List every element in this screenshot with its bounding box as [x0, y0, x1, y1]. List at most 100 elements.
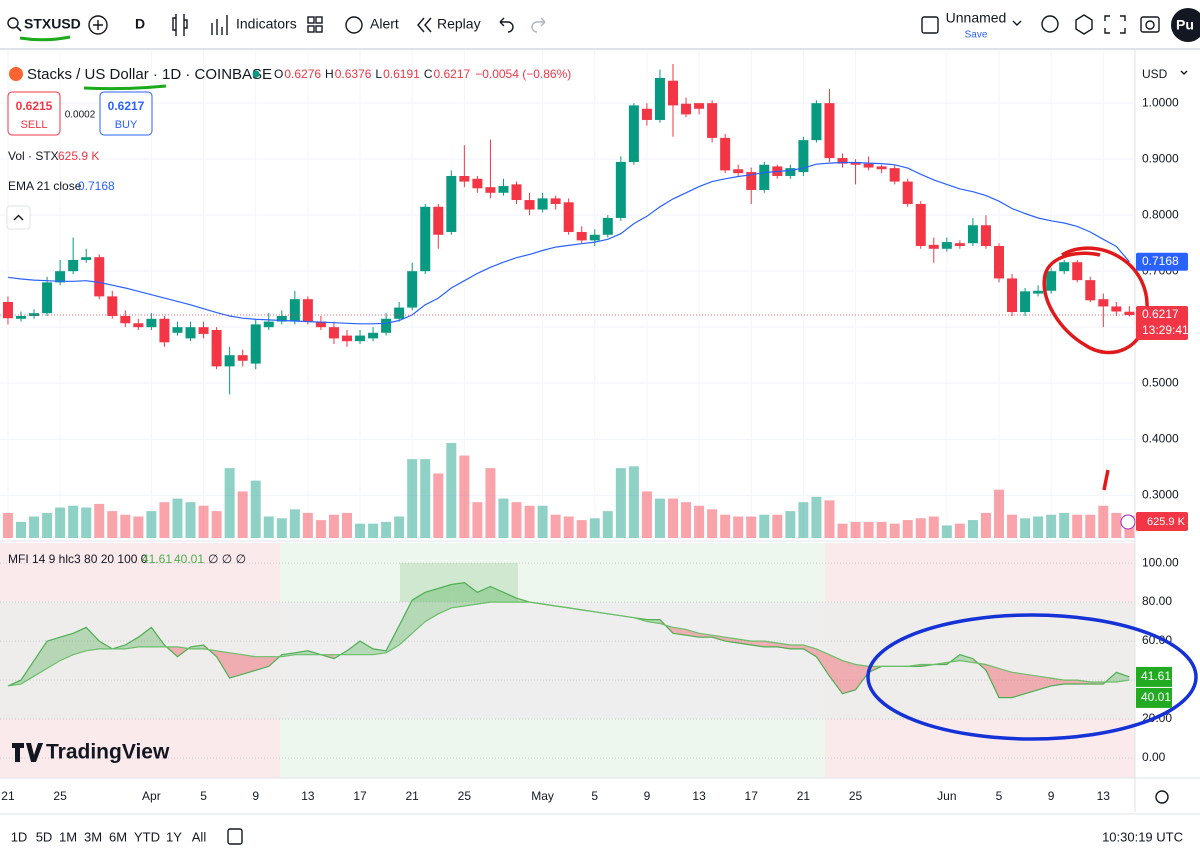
volume-bar: [94, 503, 105, 538]
candle-body: [81, 257, 92, 260]
replay-icon: [417, 17, 432, 33]
currency[interactable]: USD: [1142, 67, 1168, 81]
range-button[interactable]: 5D: [36, 829, 53, 844]
volume-bar: [589, 518, 600, 538]
alert-button[interactable]: Alert: [370, 16, 399, 32]
range-button[interactable]: 1Y: [166, 829, 182, 844]
volume-bar: [250, 480, 261, 538]
user-avatar[interactable]: [1171, 8, 1200, 42]
search-icon: [7, 17, 19, 29]
volume-bar: [576, 520, 587, 538]
volume-bar: [1007, 514, 1018, 538]
volume-bar: [733, 516, 744, 538]
ema-legend: EMA 21 close: [8, 179, 82, 193]
candle-body: [472, 178, 483, 189]
candle-body: [537, 198, 548, 210]
x-tick-label: 21: [1, 789, 15, 803]
sell-button[interactable]: [7, 91, 61, 136]
price-tag-label: 0.6217: [1142, 307, 1179, 321]
candle-body: [433, 206, 444, 235]
collapse-legend-button[interactable]: [6, 205, 31, 230]
interval-button[interactable]: D: [135, 16, 145, 32]
volume-bar: [198, 505, 209, 538]
volume-bar: [759, 514, 770, 538]
volume-bar: [980, 512, 991, 538]
volume-bar: [681, 502, 692, 538]
candle-body: [1085, 280, 1096, 301]
undo-button[interactable]: [499, 17, 514, 33]
volume-bar: [694, 505, 705, 538]
templates-icon[interactable]: [307, 16, 315, 24]
symbol-title: Stacks / US Dollar · 1D · COINBASE: [27, 66, 272, 83]
symbol-search[interactable]: STXUSD: [7, 16, 81, 32]
alert-icon: [345, 16, 363, 34]
chart-type-button[interactable]: [172, 14, 188, 36]
drawing-ellipse: [866, 613, 1198, 741]
layout-menu[interactable]: [1012, 20, 1022, 26]
volume-bar: [941, 525, 952, 538]
range-button[interactable]: All: [192, 829, 207, 844]
snapshot-icon: [1145, 20, 1155, 30]
snapshot-button[interactable]: [1140, 16, 1160, 33]
candle-body: [824, 103, 835, 159]
settings-button[interactable]: [1075, 14, 1093, 35]
mfi-fill: [829, 654, 843, 694]
range-button[interactable]: 1D: [11, 829, 28, 844]
buy-button[interactable]: [99, 91, 153, 136]
candle-body: [681, 103, 692, 115]
mfi-fill: [412, 592, 426, 634]
candle-body: [967, 225, 978, 244]
market-status: [252, 70, 260, 78]
candle-body: [1098, 299, 1109, 307]
candle-body: [159, 318, 170, 343]
mfi-fill: [1064, 680, 1078, 684]
volume-bar: [446, 443, 457, 538]
volume-value: 625.9 K: [58, 149, 99, 163]
axis-tags: 0.7168 0.6217 13:29:41 41.61 40.01 625.9 K: [1120, 252, 1189, 708]
range-button[interactable]: 1M: [59, 829, 77, 844]
drawing-mark: [1102, 469, 1110, 491]
volume-bar: [511, 502, 522, 538]
goto-date-button[interactable]: [227, 828, 243, 845]
range-button[interactable]: 3M: [84, 829, 102, 844]
save-label[interactable]: Save: [965, 30, 988, 41]
indicators-button[interactable]: Indicators: [236, 16, 297, 32]
volume-bar: [355, 523, 366, 538]
candle-body: [641, 108, 652, 120]
candle-body: [107, 296, 118, 316]
candle-body: [902, 181, 913, 204]
quick-search-button[interactable]: [1041, 15, 1059, 33]
close-value: 0.6217: [433, 67, 470, 81]
range-button[interactable]: 6M: [109, 829, 127, 844]
mfi-fill: [216, 650, 230, 679]
currency-menu[interactable]: [1180, 70, 1188, 75]
volume-tag: [1136, 512, 1188, 531]
volume-bar: [381, 521, 392, 538]
layout-name[interactable]: Unnamed: [946, 10, 1007, 26]
change-value: −0.0054 (−0.86%): [475, 67, 571, 81]
axis-settings[interactable]: [1155, 790, 1169, 804]
replay-button[interactable]: Replay: [437, 16, 481, 32]
candle-body: [863, 163, 874, 168]
x-tick-label: Jun: [937, 789, 956, 803]
candle-body: [328, 327, 339, 339]
redo-button[interactable]: [531, 17, 546, 33]
candle-body: [889, 168, 900, 182]
range-button[interactable]: YTD: [134, 829, 160, 844]
volume-bar: [615, 468, 626, 538]
fullscreen-button[interactable]: [1104, 15, 1126, 34]
candle-body: [237, 355, 248, 361]
mfi-fill: [1116, 672, 1130, 683]
mfi-fill: [47, 637, 61, 669]
y-tick-label: 0.4000: [1142, 431, 1179, 445]
x-tick-label: 25: [53, 789, 67, 803]
layout-checkbox[interactable]: [921, 16, 939, 34]
candle-body: [68, 259, 79, 272]
candle-body: [667, 80, 678, 106]
volume-bar: [537, 505, 548, 538]
volume-bar: [928, 516, 939, 538]
add-symbol-button[interactable]: [88, 15, 108, 35]
volume-bar: [120, 514, 131, 538]
volume-tag-icon: [1120, 514, 1136, 530]
